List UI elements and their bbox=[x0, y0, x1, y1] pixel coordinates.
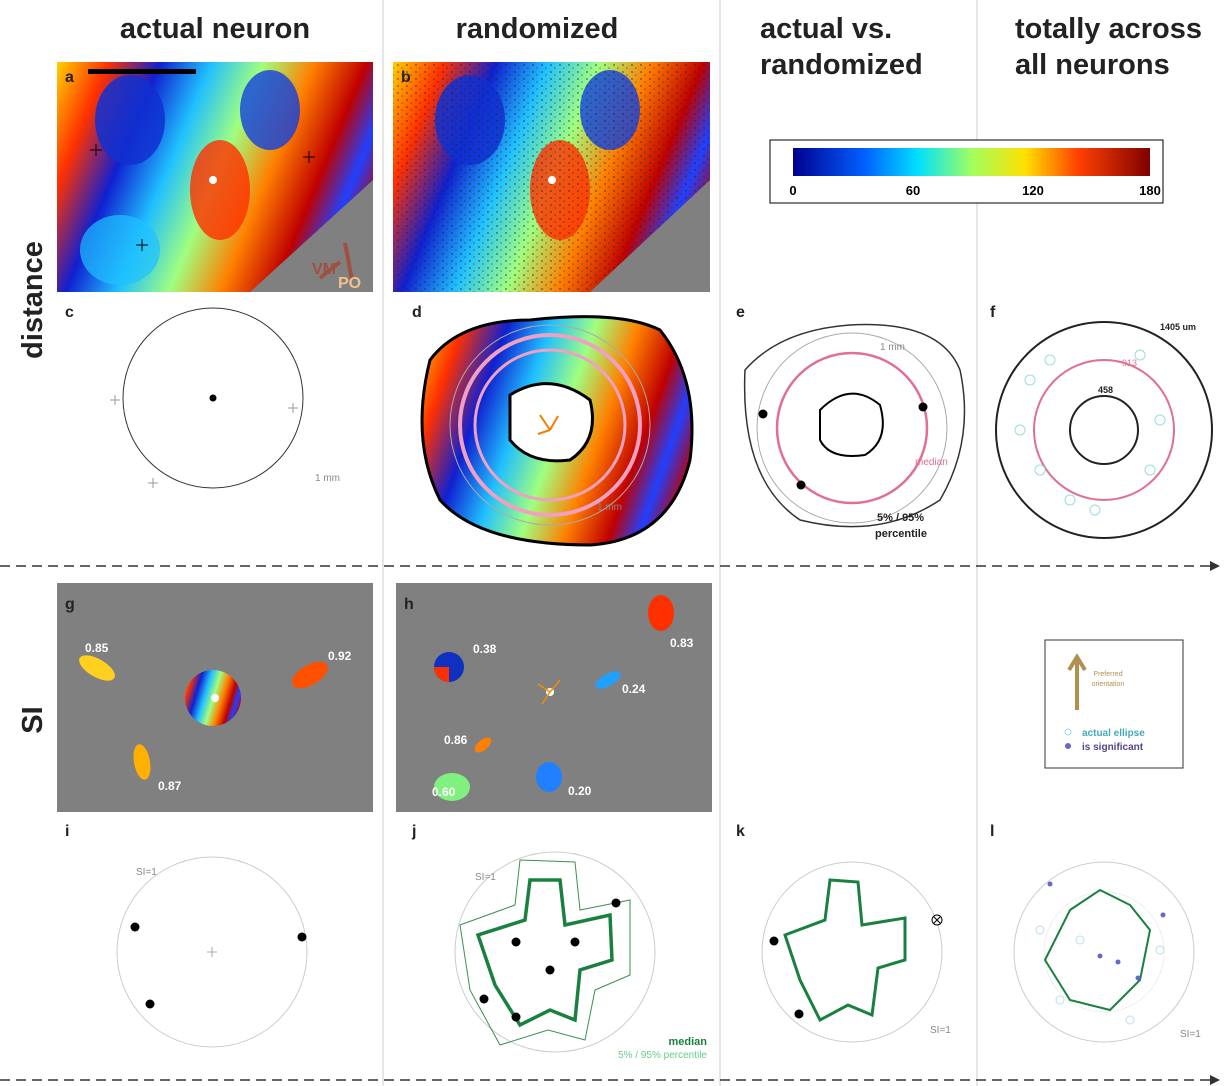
panel-f bbox=[996, 322, 1212, 538]
label: VM bbox=[312, 261, 336, 278]
label: 0.83 bbox=[670, 636, 694, 650]
label: median bbox=[668, 1036, 707, 1048]
legend-label: is significant bbox=[1082, 742, 1144, 753]
row-label: SI bbox=[17, 706, 49, 733]
legend-label: orientation bbox=[1092, 681, 1125, 688]
label: 1 mm bbox=[597, 502, 622, 513]
label: median bbox=[915, 457, 948, 468]
label: 0.86 bbox=[444, 733, 468, 747]
panel-letter: a bbox=[65, 69, 74, 86]
label: 913 bbox=[1122, 358, 1137, 368]
panel-letter: j bbox=[411, 823, 416, 840]
panel-g bbox=[57, 583, 373, 812]
map-b bbox=[393, 62, 710, 292]
panel-i bbox=[117, 857, 307, 1047]
label: 458 bbox=[1098, 385, 1113, 395]
column-header: totally across bbox=[1015, 13, 1202, 45]
label: SI=1 bbox=[475, 872, 496, 883]
label: SI=1 bbox=[1180, 1029, 1201, 1040]
column-header: randomized bbox=[760, 49, 923, 81]
label: 0.60 bbox=[432, 785, 456, 799]
panel-letter: d bbox=[412, 304, 422, 321]
label: 5% / 95% bbox=[877, 512, 924, 524]
label: 5% / 95% percentile bbox=[618, 1050, 707, 1061]
colorbar-tick: 0 bbox=[789, 183, 796, 198]
panel-k bbox=[762, 862, 942, 1042]
label: 0.38 bbox=[473, 642, 497, 656]
label: 1 mm bbox=[880, 342, 905, 353]
panel-c bbox=[110, 308, 303, 488]
panel-d bbox=[422, 317, 692, 545]
panel-l bbox=[1014, 862, 1194, 1042]
colorbar-tick: 60 bbox=[906, 183, 920, 198]
figure: actual neuron randomized actual vs. rand… bbox=[0, 0, 1230, 1086]
label: 0.92 bbox=[328, 649, 352, 663]
panel-h bbox=[396, 583, 712, 812]
panel-e bbox=[745, 325, 965, 527]
panel-letter: i bbox=[65, 823, 69, 840]
legend-label: Preferred bbox=[1093, 671, 1122, 678]
column-header: randomized bbox=[456, 13, 619, 45]
panel-letter: f bbox=[990, 304, 996, 321]
label: SI=1 bbox=[136, 867, 157, 878]
label: 0.24 bbox=[622, 682, 646, 696]
panel-letter: h bbox=[404, 596, 414, 613]
label: 0.85 bbox=[85, 641, 109, 655]
label: 0.87 bbox=[158, 779, 182, 793]
column-header: actual vs. bbox=[760, 13, 892, 45]
label: 1 mm bbox=[315, 473, 340, 484]
column-header: all neurons bbox=[1015, 49, 1170, 81]
panel-letter: k bbox=[736, 823, 745, 840]
panel-letter: g bbox=[65, 596, 75, 613]
separator-arrow bbox=[0, 561, 1220, 571]
panel-letter: b bbox=[401, 69, 411, 86]
panel-letter: e bbox=[736, 304, 745, 321]
map-a bbox=[57, 62, 373, 292]
colorbar-tick: 180 bbox=[1139, 183, 1161, 198]
colorbar bbox=[793, 148, 1150, 176]
label: 0.20 bbox=[568, 784, 592, 798]
label: 1405 um bbox=[1160, 322, 1196, 332]
column-header: actual neuron bbox=[120, 13, 310, 45]
label: percentile bbox=[875, 528, 927, 540]
colorbar-tick: 120 bbox=[1022, 183, 1044, 198]
separator-arrow bbox=[0, 1075, 1220, 1085]
label: PO bbox=[338, 275, 361, 292]
label: SI=1 bbox=[930, 1025, 951, 1036]
panel-letter: l bbox=[990, 823, 994, 840]
legend-label: actual ellipse bbox=[1082, 728, 1145, 739]
row-label: distance bbox=[17, 241, 49, 359]
panel-letter: c bbox=[65, 304, 74, 321]
